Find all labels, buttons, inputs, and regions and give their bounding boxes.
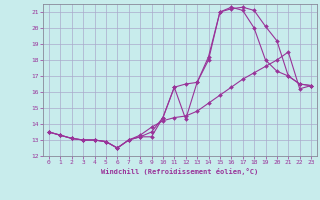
X-axis label: Windchill (Refroidissement éolien,°C): Windchill (Refroidissement éolien,°C) — [101, 168, 259, 175]
